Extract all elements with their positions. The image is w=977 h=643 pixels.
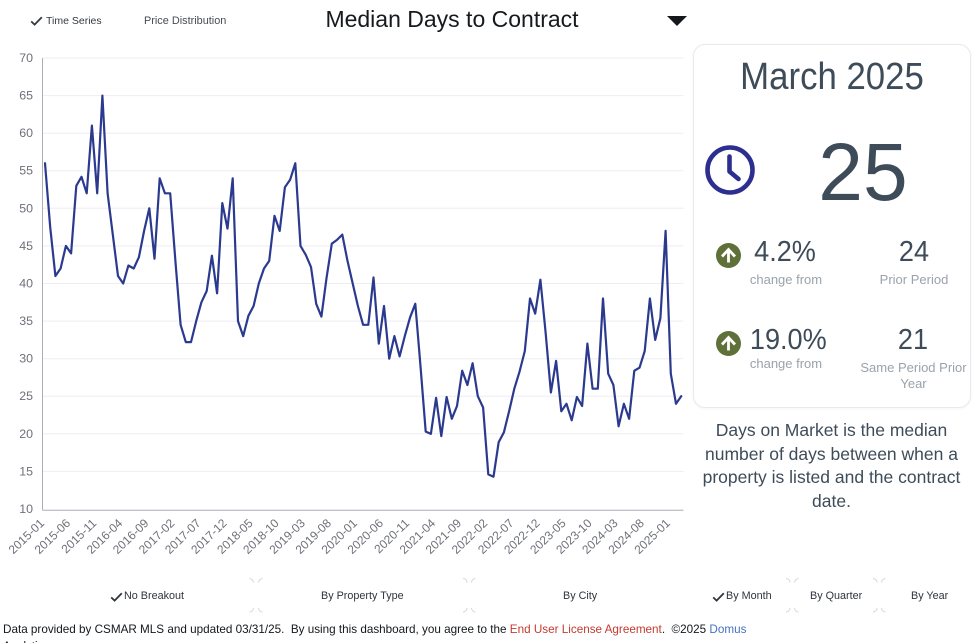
svg-text:40: 40: [19, 277, 33, 291]
svg-text:45: 45: [19, 239, 33, 253]
svg-text:35: 35: [19, 314, 33, 328]
svg-text:65: 65: [19, 89, 33, 103]
svg-text:10: 10: [19, 502, 33, 516]
svg-text:20: 20: [19, 427, 33, 441]
svg-text:15: 15: [19, 464, 33, 478]
svg-text:70: 70: [19, 51, 33, 65]
svg-text:30: 30: [19, 352, 33, 366]
svg-text:60: 60: [19, 126, 33, 140]
svg-text:50: 50: [19, 201, 33, 215]
svg-text:55: 55: [19, 164, 33, 178]
svg-text:25: 25: [19, 389, 33, 403]
